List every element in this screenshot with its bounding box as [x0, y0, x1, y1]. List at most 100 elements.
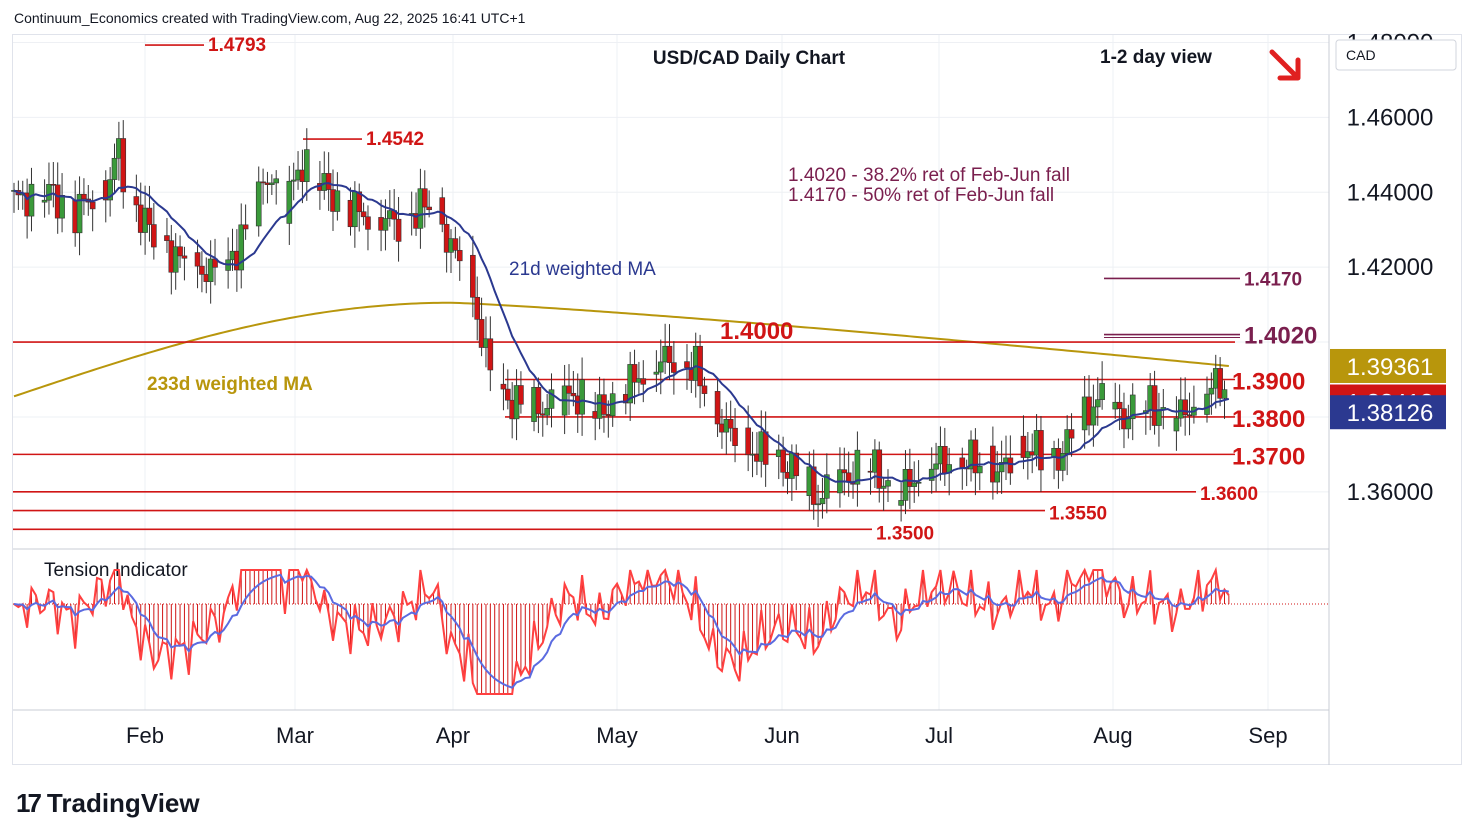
- indicator-signal-line: [13, 573, 1230, 689]
- month-tick-sep: Sep: [1248, 723, 1287, 748]
- tradingview-logo[interactable]: 17 TradingView: [16, 788, 200, 819]
- candle: [972, 439, 979, 474]
- candle: [684, 361, 690, 368]
- candle: [199, 265, 205, 275]
- level-label-1.3550: 1.3550: [1049, 504, 1107, 525]
- candle: [365, 216, 371, 230]
- candle: [1156, 409, 1162, 426]
- candle: [172, 246, 179, 273]
- chart-subtitle: 1-2 day view: [1100, 47, 1212, 68]
- candle: [334, 190, 341, 212]
- month-tick-jul: Jul: [925, 723, 953, 748]
- candle: [1020, 435, 1027, 458]
- candle: [443, 223, 450, 253]
- candle: [1060, 453, 1066, 471]
- month-tick-mar: Mar: [276, 723, 314, 748]
- candle: [544, 408, 550, 416]
- candle: [911, 482, 918, 487]
- candle: [810, 466, 817, 505]
- candle: [640, 378, 647, 385]
- candle: [780, 449, 786, 473]
- candle: [1208, 387, 1215, 395]
- chart-frame: [12, 34, 1462, 765]
- candle: [994, 471, 1001, 483]
- candle: [880, 485, 887, 489]
- time-axis: Feb Mar Apr May Jun Jul Aug Sep: [126, 723, 1288, 748]
- outlook-arrow-icon: [1269, 49, 1299, 79]
- candle: [898, 500, 904, 506]
- candle: [273, 178, 280, 184]
- month-tick-aug: Aug: [1093, 723, 1132, 748]
- price-axis: 1.480001.460001.440001.420001.36000CAD1.…: [13, 29, 1457, 765]
- candle: [478, 319, 485, 348]
- candle: [762, 431, 769, 465]
- candle: [933, 463, 939, 470]
- candle: [133, 196, 140, 206]
- candle: [1116, 401, 1123, 409]
- candle: [518, 385, 524, 405]
- currency-label: CAD: [1346, 47, 1376, 63]
- candle: [1129, 394, 1136, 420]
- tradingview-logo-icon: 17: [16, 788, 42, 818]
- ma21-line: [13, 182, 1230, 484]
- candle: [194, 252, 201, 267]
- candle: [452, 238, 459, 251]
- candle: [111, 157, 118, 180]
- candle: [727, 419, 734, 429]
- candle: [505, 388, 511, 401]
- candle: [177, 246, 183, 257]
- ma233-line: [13, 301, 1229, 398]
- candle: [657, 361, 664, 373]
- candle: [819, 497, 826, 505]
- candle: [426, 206, 432, 211]
- candle: [474, 296, 481, 320]
- candle: [164, 235, 170, 241]
- target-label-1.4170: 1.4170: [1244, 269, 1302, 290]
- candle: [81, 193, 87, 200]
- candle: [928, 468, 935, 481]
- tradingview-logo-text: TradingView: [46, 788, 200, 818]
- candle: [41, 199, 48, 203]
- candle: [269, 182, 275, 185]
- price-badge: 1.38126: [1347, 400, 1434, 427]
- level-label-1.3700: 1.3700: [1232, 443, 1305, 470]
- candle: [1099, 383, 1105, 400]
- candle: [456, 250, 463, 262]
- chart-credit: Continuum_Economics created with Trading…: [14, 10, 526, 26]
- candle: [745, 427, 751, 456]
- candle: [653, 371, 660, 375]
- candle: [290, 179, 297, 182]
- candle: [1038, 430, 1044, 471]
- candle: [89, 201, 96, 210]
- outlook-arrowhead-icon: [1277, 57, 1301, 81]
- price-tick: 1.46000: [1347, 104, 1434, 131]
- candle: [181, 255, 188, 259]
- candle: [207, 258, 214, 282]
- candle: [500, 383, 507, 390]
- candle: [824, 474, 830, 499]
- candle: [535, 387, 542, 415]
- candle: [915, 481, 922, 484]
- candle: [1221, 389, 1228, 399]
- candles: [11, 120, 1228, 527]
- candle: [356, 191, 363, 213]
- candle: [151, 224, 157, 248]
- level-label-1.3600: 1.3600: [1200, 484, 1258, 505]
- level-label-1.3500: 1.3500: [876, 523, 934, 544]
- candle: [395, 218, 402, 242]
- ma233-label: 233d weighted MA: [147, 374, 313, 395]
- price-tick: 1.44000: [1347, 179, 1434, 206]
- peak-label: 1.4542: [366, 129, 424, 150]
- month-tick-may: May: [596, 723, 638, 748]
- candle: [1182, 399, 1188, 416]
- candle: [242, 224, 249, 230]
- candle: [1064, 429, 1070, 454]
- tension-indicator-pane: Tension Indicator: [13, 560, 1329, 695]
- candle: [701, 385, 708, 394]
- candle: [421, 188, 428, 208]
- candle: [714, 391, 721, 425]
- candle: [627, 364, 633, 404]
- candle: [1090, 406, 1097, 426]
- candle: [238, 224, 245, 271]
